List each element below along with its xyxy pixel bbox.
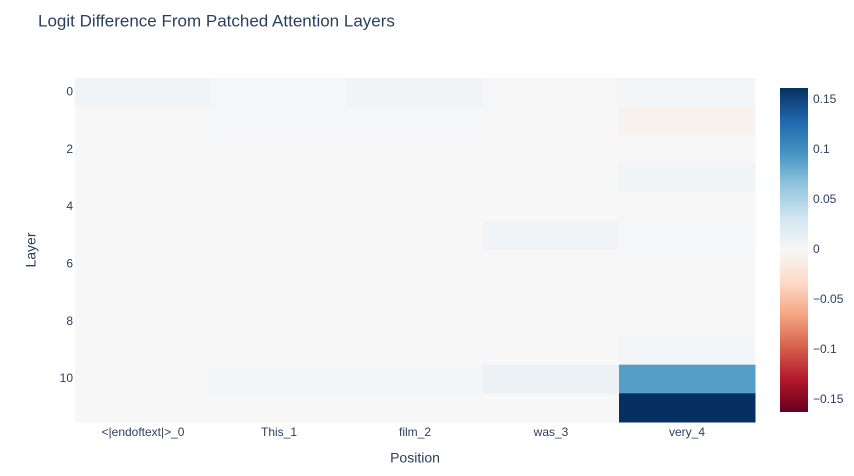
y-tick-label: 6 — [66, 257, 73, 271]
heatmap-cell — [483, 135, 620, 165]
colorbar-tick-label: −0.15 — [813, 392, 844, 406]
heatmap-cell — [211, 278, 348, 308]
heatmap-cell — [347, 364, 484, 394]
heatmap-cell — [347, 106, 484, 136]
heatmap-cell — [347, 250, 484, 280]
heatmap-cell — [347, 192, 484, 222]
heatmap-cell — [619, 336, 756, 366]
heatmap-cell — [483, 307, 620, 337]
heatmap-cell — [211, 393, 348, 423]
heatmap-cell — [75, 307, 212, 337]
heatmap-cell — [211, 221, 348, 251]
heatmap-cell — [75, 250, 212, 280]
heatmap-cell — [347, 135, 484, 165]
x-tick-label: This_1 — [261, 425, 297, 439]
heatmap-cell — [483, 192, 620, 222]
heatmap-cell — [75, 164, 212, 194]
y-tick-label: 0 — [66, 85, 73, 99]
heatmap-cell — [483, 250, 620, 280]
heatmap-cell — [483, 278, 620, 308]
heatmap-cell — [619, 106, 756, 136]
colorbar — [780, 88, 808, 412]
heatmap-cell — [211, 135, 348, 165]
heatmap-cell — [619, 307, 756, 337]
heatmap-cell — [211, 336, 348, 366]
heatmap-cell — [75, 278, 212, 308]
heatmap-cell — [347, 307, 484, 337]
y-axis-title: Layer — [23, 232, 39, 267]
chart-title: Logit Difference From Patched Attention … — [38, 11, 395, 30]
heatmap-cell — [483, 393, 620, 423]
heatmap-cell — [75, 135, 212, 165]
heatmap-cell — [211, 106, 348, 136]
heatmap-cell — [347, 78, 484, 108]
heatmap-cell — [483, 221, 620, 251]
heatmap-cell — [347, 278, 484, 308]
heatmap-cell — [75, 364, 212, 394]
heatmap-cell — [211, 250, 348, 280]
heatmap-cell — [75, 393, 212, 423]
heatmap-cell — [211, 164, 348, 194]
heatmap-cell — [483, 164, 620, 194]
heatmap-cell — [75, 78, 212, 108]
heatmap-cell — [619, 221, 756, 251]
y-tick-label: 4 — [66, 199, 73, 213]
heatmap-cell — [75, 221, 212, 251]
heatmap-cell — [211, 364, 348, 394]
heatmap-cell — [347, 336, 484, 366]
heatmap-cell — [619, 164, 756, 194]
heatmap-cell — [619, 364, 756, 394]
heatmap-cell — [75, 336, 212, 366]
heatmap-cell — [483, 78, 620, 108]
heatmap-cell — [75, 106, 212, 136]
heatmap-cell — [483, 364, 620, 394]
heatmap-cell — [619, 192, 756, 222]
heatmap-cell — [347, 221, 484, 251]
colorbar-tick-label: 0.1 — [813, 142, 830, 156]
heatmap-cell — [483, 106, 620, 136]
colorbar-tick-label: −0.1 — [813, 342, 837, 356]
heatmap-cell — [347, 393, 484, 423]
heatmap-cell — [619, 78, 756, 108]
heatmap-cell — [211, 192, 348, 222]
x-tick-label: film_2 — [399, 425, 431, 439]
colorbar-tick-label: −0.05 — [813, 292, 844, 306]
colorbar-tick-label: 0 — [813, 242, 820, 256]
x-tick-label: was_3 — [533, 425, 569, 439]
x-tick-label: <|endoftext|>_0 — [102, 425, 185, 439]
heatmap-cell — [483, 336, 620, 366]
y-tick-label: 10 — [60, 371, 74, 385]
colorbar-tick-label: 0.15 — [813, 92, 837, 106]
heatmap-cell — [75, 192, 212, 222]
heatmap-cell — [619, 278, 756, 308]
x-axis-title: Position — [390, 450, 440, 466]
heatmap-cell — [619, 250, 756, 280]
heatmap-cell — [619, 393, 756, 423]
y-tick-label: 2 — [66, 142, 73, 156]
colorbar-tick-label: 0.05 — [813, 192, 837, 206]
heatmap-cell — [347, 164, 484, 194]
y-tick-label: 8 — [66, 314, 73, 328]
heatmap-cell — [211, 78, 348, 108]
heatmap-cell — [619, 135, 756, 165]
heatmap-cell — [211, 307, 348, 337]
x-tick-label: very_4 — [669, 425, 705, 439]
